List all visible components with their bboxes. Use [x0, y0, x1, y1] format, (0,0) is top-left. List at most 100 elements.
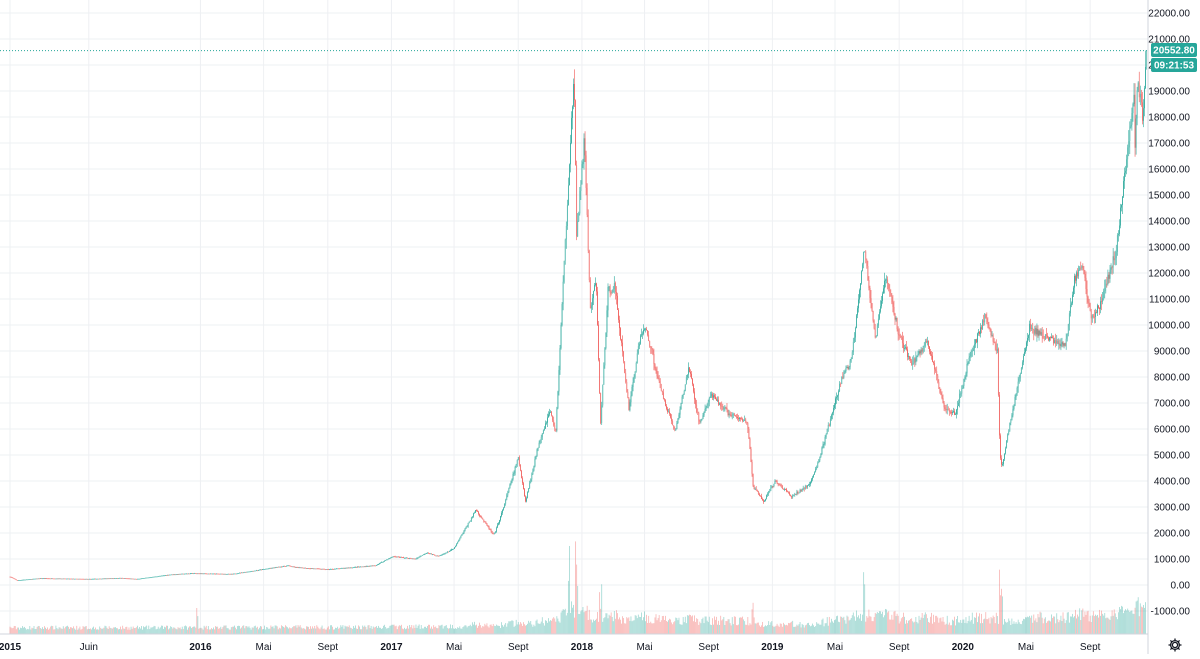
candle-body[interactable] — [227, 573, 229, 575]
candle-body[interactable] — [377, 564, 378, 566]
candle-body[interactable] — [635, 362, 637, 372]
candle-body[interactable] — [671, 417, 673, 422]
candle-body[interactable] — [150, 577, 152, 579]
candle-body[interactable] — [869, 287, 871, 299]
candle-body[interactable] — [244, 572, 246, 573]
candle-body[interactable] — [674, 428, 676, 430]
candle-body[interactable] — [680, 402, 682, 410]
candle-body[interactable] — [509, 484, 511, 489]
candle-body[interactable] — [874, 328, 876, 338]
candle-body[interactable] — [382, 561, 383, 563]
candle-body[interactable] — [366, 566, 368, 567]
candle-body[interactable] — [636, 353, 638, 363]
candle-body[interactable] — [971, 350, 973, 352]
candle-body[interactable] — [1144, 88, 1145, 109]
candle-body[interactable] — [929, 346, 930, 352]
candle-body[interactable] — [951, 411, 952, 414]
candle-body[interactable] — [286, 565, 287, 567]
candle-body[interactable] — [994, 341, 996, 345]
candle-body[interactable] — [223, 573, 225, 575]
candle-body[interactable] — [39, 578, 41, 580]
candle-body[interactable] — [181, 573, 183, 575]
candle-body[interactable] — [1088, 302, 1090, 304]
candle-body[interactable] — [824, 437, 826, 445]
candle-body[interactable] — [1101, 301, 1102, 303]
candle-body[interactable] — [613, 283, 615, 290]
candle-body[interactable] — [121, 577, 123, 579]
candle-body[interactable] — [110, 578, 112, 580]
candle-body[interactable] — [88, 578, 90, 580]
candle-body[interactable] — [421, 555, 423, 556]
candle-body[interactable] — [139, 578, 140, 580]
candle-body[interactable] — [1051, 336, 1052, 338]
candle-body[interactable] — [34, 578, 36, 580]
candle-body[interactable] — [1104, 287, 1106, 291]
candle-body[interactable] — [481, 516, 483, 519]
candle-body[interactable] — [1103, 290, 1105, 299]
candle-body[interactable] — [320, 568, 322, 570]
candle-body[interactable] — [533, 466, 535, 471]
candle-body[interactable] — [84, 578, 86, 580]
candle-body[interactable] — [867, 265, 869, 281]
candle-body[interactable] — [20, 580, 21, 581]
candle-body[interactable] — [524, 489, 525, 497]
candle-body[interactable] — [757, 491, 759, 494]
candle-body[interactable] — [937, 375, 939, 383]
candle-body[interactable] — [341, 568, 343, 569]
candle-body[interactable] — [975, 339, 976, 345]
candle-body[interactable] — [453, 548, 454, 550]
candle-body[interactable] — [604, 348, 606, 366]
candle-body[interactable] — [1135, 118, 1137, 148]
candle-body[interactable] — [298, 567, 300, 569]
candle-body[interactable] — [798, 492, 800, 494]
candle-body[interactable] — [684, 384, 686, 391]
candle-body[interactable] — [418, 556, 420, 558]
candle-body[interactable] — [405, 557, 406, 559]
candle-body[interactable] — [103, 578, 105, 580]
candle-body[interactable] — [62, 578, 64, 580]
candle-body[interactable] — [1106, 283, 1108, 285]
candle-body[interactable] — [142, 578, 143, 580]
candle-body[interactable] — [1115, 251, 1117, 259]
candle-body[interactable] — [781, 486, 783, 490]
candle-body[interactable] — [183, 573, 185, 575]
candle-body[interactable] — [834, 404, 835, 409]
candle-body[interactable] — [436, 555, 438, 557]
candle-body[interactable] — [773, 483, 775, 487]
candle-body[interactable] — [894, 313, 896, 320]
candle-body[interactable] — [630, 395, 632, 403]
candle-body[interactable] — [678, 414, 680, 419]
candle-body[interactable] — [863, 251, 865, 265]
candle-body[interactable] — [999, 394, 1000, 436]
candle-body[interactable] — [73, 578, 75, 580]
candle-body[interactable] — [487, 525, 489, 527]
candle-body[interactable] — [45, 578, 46, 580]
candle-body[interactable] — [888, 283, 890, 289]
candle-body[interactable] — [82, 578, 84, 580]
candle-body[interactable] — [915, 357, 917, 363]
candle-body[interactable] — [833, 408, 834, 413]
candle-body[interactable] — [11, 577, 13, 579]
candle-body[interactable] — [14, 578, 16, 580]
candle-body[interactable] — [102, 578, 104, 580]
candle-body[interactable] — [475, 510, 476, 513]
candle-body[interactable] — [909, 356, 910, 359]
candle-body[interactable] — [755, 488, 757, 490]
candle-body[interactable] — [93, 578, 94, 580]
candle-body[interactable] — [959, 393, 961, 403]
candle-body[interactable] — [128, 578, 130, 580]
candle-body[interactable] — [737, 416, 738, 419]
candle-body[interactable] — [1069, 304, 1071, 314]
candle-body[interactable] — [447, 551, 449, 553]
candle-body[interactable] — [171, 574, 173, 576]
candle-body[interactable] — [730, 414, 732, 417]
candle-body[interactable] — [621, 339, 622, 343]
candle-body[interactable] — [1093, 316, 1095, 318]
candle-body[interactable] — [1055, 340, 1057, 344]
candle-body[interactable] — [220, 573, 222, 575]
candle-body[interactable] — [508, 488, 510, 493]
candle-body[interactable] — [1141, 102, 1143, 121]
candle-body[interactable] — [204, 573, 206, 575]
candle-body[interactable] — [450, 550, 451, 552]
candle-body[interactable] — [890, 293, 892, 297]
